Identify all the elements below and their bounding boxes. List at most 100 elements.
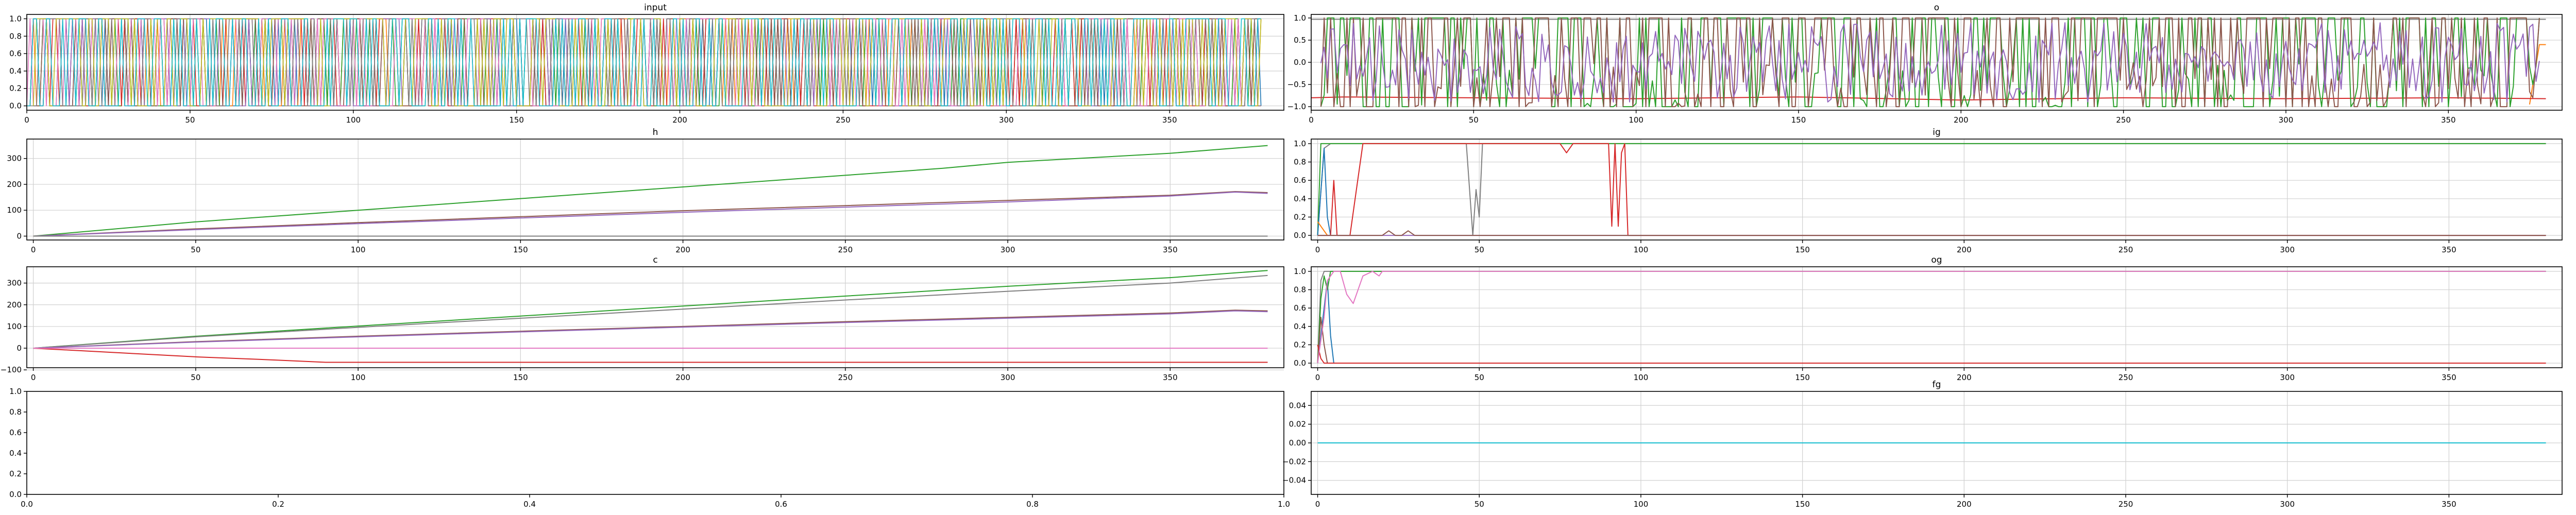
subplot-c: c 0 50 100 150 200 250 300 350 −100 0 100 200 300: [1, 255, 1284, 382]
plot-area: [1311, 17, 2546, 108]
x-tick-label: 300: [1001, 373, 1015, 382]
plot-area: [27, 18, 1262, 107]
x-tick-label: 300: [2280, 245, 2295, 254]
x-tick-label: 0: [1315, 500, 1320, 509]
y-tick-label: 0.2: [1294, 212, 1306, 221]
y-tick-label: 0.8: [1294, 285, 1306, 295]
x-tick-label: 300: [999, 115, 1014, 125]
series-line-10: [27, 18, 1261, 107]
y-tick-label: 1.0: [9, 14, 22, 23]
y-tick-label: 0.4: [9, 66, 22, 76]
subplot-title: o: [1934, 3, 1939, 13]
x-tick-label: 250: [2116, 115, 2131, 125]
y-tick-label: 1.0: [9, 387, 22, 396]
series-line-1: [33, 270, 1268, 349]
x-tick-label: 0.2: [272, 500, 284, 509]
x-tick-label: 350: [2442, 500, 2456, 509]
y-tick-label: 200: [7, 300, 22, 310]
y-tick-label: 0.0: [9, 101, 22, 111]
x-tick-label: 0.4: [523, 500, 536, 509]
x-tick-label: 0: [1309, 115, 1314, 125]
series-line-6: [1317, 270, 2546, 364]
x-tick-label: 150: [1795, 500, 1810, 509]
y-tick-label: 0: [16, 344, 22, 353]
y-tick-label: −0.04: [1282, 476, 1306, 485]
series-line-5: [33, 348, 1268, 363]
x-tick-label: 0.6: [775, 500, 787, 509]
series-line-6: [1320, 22, 2540, 103]
x-tick-label: 250: [2119, 500, 2133, 509]
y-tick-label: 0.02: [1289, 420, 1306, 429]
y-tick-label: 0.2: [1294, 340, 1306, 349]
series-line-4: [1320, 17, 2540, 108]
y-tick-label: 0.0: [1294, 231, 1306, 240]
y-tick-label: 1.0: [1294, 267, 1306, 276]
x-tick-label: 200: [1957, 373, 1972, 382]
x-tick-label: 250: [838, 245, 853, 254]
x-tick-label: 150: [513, 245, 528, 254]
series-line-2: [33, 191, 1268, 237]
axes-frame: [1311, 139, 2563, 241]
subplot-h: h 0 50 100 150 200 250 300 350 0 100 200 300: [7, 127, 1284, 254]
x-tick-label: 100: [1634, 373, 1649, 382]
x-tick-label: 100: [1634, 500, 1649, 509]
x-tick-label: 150: [1795, 245, 1810, 254]
y-tick-label: 0.6: [9, 49, 22, 58]
x-tick-label: 350: [2442, 245, 2456, 254]
x-tick-label: 100: [346, 115, 361, 125]
x-tick-label: 100: [1629, 115, 1643, 125]
y-tick-label: 0.04: [1289, 401, 1306, 410]
x-tick-label: 50: [1475, 500, 1484, 509]
series-line-1: [1317, 270, 2546, 364]
y-tick-label: 200: [7, 180, 22, 189]
subplot-ig: ig 0 50 100 150 200 250 300 350 0.0 0.2 0.4 0.6 0.8 1.…: [1294, 127, 2563, 254]
x-tick-label: 0: [31, 373, 36, 382]
x-tick-label: 250: [838, 373, 853, 382]
x-tick-label: 200: [1957, 245, 1972, 254]
axes-frame: [26, 391, 1284, 495]
x-tick-label: 50: [1475, 373, 1484, 382]
x-tick-label: 50: [191, 373, 200, 382]
series-line-3: [1317, 270, 2546, 364]
x-tick-label: 50: [1475, 245, 1484, 254]
x-tick-label: 300: [2279, 115, 2294, 125]
x-tick-label: 200: [675, 245, 690, 254]
y-tick-label: 1.0: [1294, 139, 1306, 148]
x-tick-label: 250: [2119, 245, 2133, 254]
series-line-7: [27, 18, 1261, 107]
subplot-title: fg: [1933, 380, 1941, 390]
series-line-4: [1317, 221, 1328, 236]
series-line-3: [1317, 147, 1331, 236]
y-tick-label: −100: [1, 365, 22, 374]
x-tick-label: 100: [1634, 245, 1649, 254]
plot-area: [33, 270, 1268, 363]
x-tick-label: 50: [185, 115, 195, 125]
y-tick-label: 0.5: [1294, 36, 1306, 45]
x-tick-label: 350: [1162, 115, 1177, 125]
x-tick-label: 0: [1315, 245, 1320, 254]
series-line-2: [1317, 143, 2546, 236]
y-tick-label: 0.6: [9, 428, 22, 437]
axes-frame: [26, 139, 1284, 241]
y-tick-label: 0.8: [1294, 158, 1306, 167]
x-tick-label: 50: [1469, 115, 1479, 125]
y-tick-label: −0.02: [1282, 457, 1306, 466]
x-tick-label: 50: [191, 245, 200, 254]
y-tick-label: 0.6: [1294, 176, 1306, 185]
y-tick-label: 0.4: [1294, 322, 1306, 331]
x-tick-label: 150: [509, 115, 524, 125]
x-tick-label: 0.8: [1026, 500, 1039, 509]
axes-frame: [1311, 266, 2563, 368]
subplot-o: o 0 50 100 150 200 250 300 350 −1.0 −0.5 0.0 0.5 1.0: [1287, 3, 2563, 125]
y-tick-label: −1.0: [1287, 102, 1306, 111]
y-tick-label: 0.0: [1294, 358, 1306, 368]
x-tick-label: 100: [351, 373, 366, 382]
y-tick-label: 300: [7, 279, 22, 288]
x-tick-label: 1.0: [1278, 500, 1290, 509]
y-tick-label: 0.2: [9, 84, 22, 93]
y-tick-label: 100: [7, 205, 22, 215]
series-line-2: [33, 274, 1268, 349]
x-tick-label: 350: [2442, 373, 2456, 382]
x-tick-label: 300: [2280, 500, 2295, 509]
x-tick-label: 150: [1791, 115, 1806, 125]
